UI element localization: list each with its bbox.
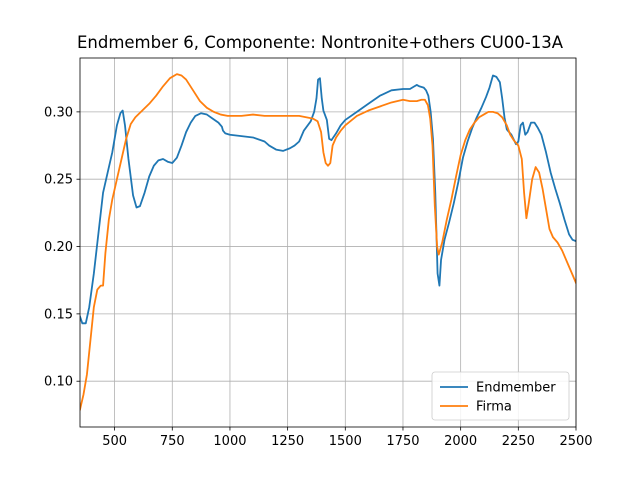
legend-label-endmember: Endmember — [476, 381, 556, 396]
legend-label-firma: Firma — [476, 400, 512, 415]
x-tick-label: 2250 — [502, 434, 535, 449]
legend-box — [431, 371, 570, 421]
y-tick-label: 0.30 — [44, 105, 73, 120]
x-tick-label: 1000 — [213, 434, 246, 449]
axes-frame — [79, 57, 577, 428]
y-tick-label: 0.15 — [44, 307, 73, 322]
x-tick-label: 750 — [160, 434, 185, 449]
chart-title: Endmember 6, Componente: Nontronite+othe… — [77, 33, 564, 52]
x-tick-label: 1500 — [329, 434, 362, 449]
x-tick-label: 2000 — [444, 434, 477, 449]
x-tick-label: 500 — [102, 434, 127, 449]
plot-area: 500 750 1000 1250 1500 1750 2000 2250 2500 0.10 0.… — [44, 57, 593, 449]
x-tick-label: 1750 — [386, 434, 419, 449]
x-tick-label: 2500 — [559, 434, 592, 449]
y-tick-label: 0.20 — [44, 240, 73, 255]
x-tick-label: 1250 — [271, 434, 304, 449]
legend: Endmember Firma — [431, 371, 570, 421]
series-line-endmember — [80, 74, 576, 325]
y-tick-label: 0.10 — [44, 375, 73, 390]
series-line-firma — [80, 73, 576, 411]
y-tick-label: 0.25 — [44, 173, 73, 188]
